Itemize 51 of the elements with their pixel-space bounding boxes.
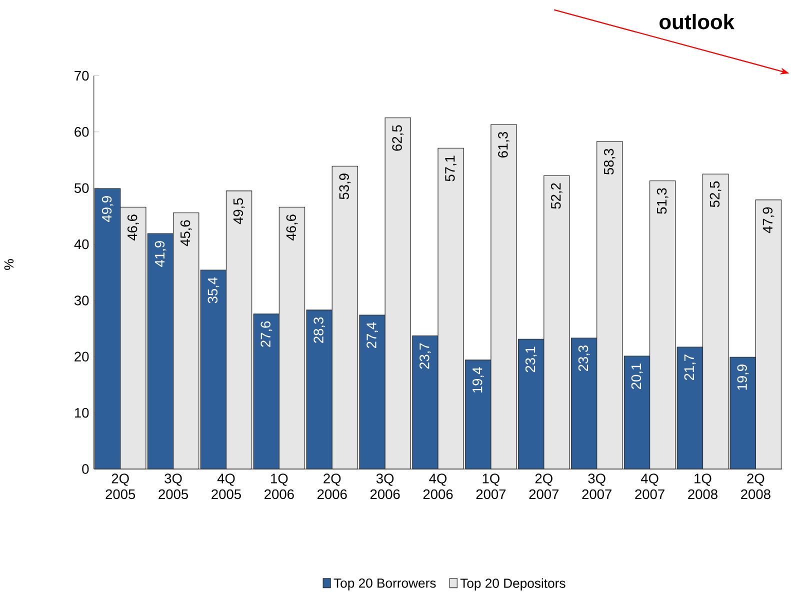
data-label: 47,9 [762,207,774,234]
legend-label: Top 20 Depositors [460,578,566,591]
x-tick-label: 4Q 2006 [423,474,453,500]
x-tick-label: 4Q 2005 [212,474,241,500]
data-label: 45,6 [180,220,192,246]
x-tick-label: 2Q 2006 [318,474,347,500]
data-label: 58,3 [604,148,616,174]
x-tick-label: 2Q 2005 [106,474,136,500]
y-tick-label: 0 [82,464,89,474]
y-tick-label: 60 [74,127,89,137]
y-tick-label: 30 [74,296,89,306]
x-tick-label: 3Q 2005 [158,474,188,500]
data-label: 57,1 [445,156,456,182]
data-label: 46,6 [286,214,298,240]
y-tick-label: 10 [74,408,89,418]
data-label: 41,9 [154,241,166,267]
y-tick-label: 40 [74,239,89,250]
y-tick-label: 70 [74,70,89,81]
data-label: 20,1 [631,364,643,389]
data-label: 61,3 [498,132,510,158]
data-label: 62,5 [392,125,404,151]
x-tick-label: 4Q 2007 [635,474,664,500]
data-label: 35,4 [208,277,220,304]
x-tick-label: 3Q 2007 [582,474,612,500]
data-label: 52,5 [710,181,722,208]
x-tick-label: 1Q 2008 [688,474,718,500]
x-tick-label: 1Q 2006 [264,474,294,500]
x-tick-label: 1Q 2007 [476,474,506,500]
x-tick-label: 2Q 2008 [741,474,770,500]
data-label: 49,5 [233,198,245,224]
data-label: 23,3 [578,346,590,371]
legend-label: Top 20 Borrowers [334,578,436,590]
data-label: 53,9 [339,174,351,200]
data-label: 52,2 [551,183,562,209]
data-label: 23,7 [420,343,431,369]
y-axis-title: % [4,259,14,270]
data-label: 51,3 [656,188,668,214]
data-label: 19,4 [472,367,484,393]
data-label: 49,9 [102,196,114,222]
text: outlook [660,14,735,30]
data-label: 19,9 [737,364,749,390]
x-tick-label: 3Q 2006 [370,474,400,500]
data-label: 23,1 [525,346,537,372]
data-label: 27,6 [260,321,272,347]
x-tick-label: 2Q 2007 [529,474,559,500]
data-label: 46,6 [127,214,139,240]
data-label: 21,7 [684,354,696,380]
y-tick-label: 50 [74,183,89,193]
data-label: 27,4 [366,322,378,348]
data-label: 28,3 [314,317,326,343]
y-tick-label: 20 [74,352,89,362]
